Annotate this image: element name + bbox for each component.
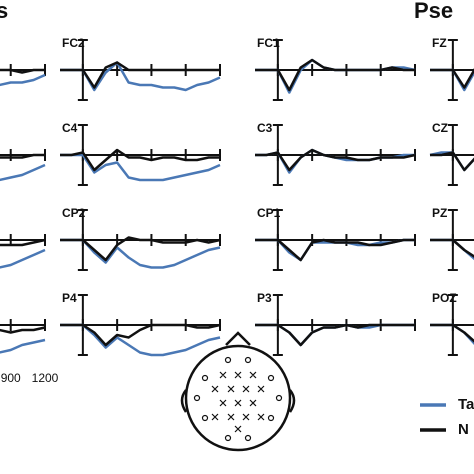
nose (225, 331, 251, 346)
series-line (0, 338, 46, 354)
head (184, 344, 292, 452)
series-line (430, 151, 474, 172)
panel-title: P3 (257, 291, 272, 305)
series-line (60, 61, 221, 92)
head-diagram (180, 331, 296, 452)
series-line (60, 323, 221, 347)
legend-label: Ta (458, 396, 474, 413)
series-line (255, 58, 416, 94)
series-line (255, 148, 416, 172)
series-line (0, 153, 45, 159)
panel-title: C4 (62, 121, 78, 135)
panel-title: FZ (432, 36, 447, 50)
ears (180, 389, 296, 413)
x-tick-label: 1200 (32, 371, 59, 385)
panel-title: PZ (432, 206, 447, 220)
series-line (60, 153, 221, 182)
series-line (0, 73, 46, 87)
series-line (430, 67, 474, 89)
panel-title: CZ (432, 121, 448, 135)
series-line (255, 323, 415, 347)
series-line (60, 148, 220, 172)
electrodes (193, 356, 283, 442)
series-line (430, 238, 474, 258)
series-line (0, 248, 46, 269)
series-line (0, 238, 46, 247)
series-line (0, 326, 46, 334)
panel-title: FC1 (257, 36, 280, 50)
group-title: Pse (414, 0, 453, 23)
series-line (60, 236, 221, 262)
series-line (0, 68, 45, 74)
x-tick-label: 900 (1, 371, 21, 385)
series-line (255, 238, 415, 262)
series-line (255, 58, 415, 92)
panel-title: P4 (62, 291, 77, 305)
panel-title: FC2 (62, 36, 85, 50)
series-line (60, 238, 221, 269)
panel-title: C3 (257, 121, 273, 135)
series-line (60, 61, 220, 89)
group-title: s (0, 0, 8, 23)
series-line (430, 323, 474, 343)
series-line (0, 163, 46, 182)
legend-label: N (458, 421, 469, 438)
